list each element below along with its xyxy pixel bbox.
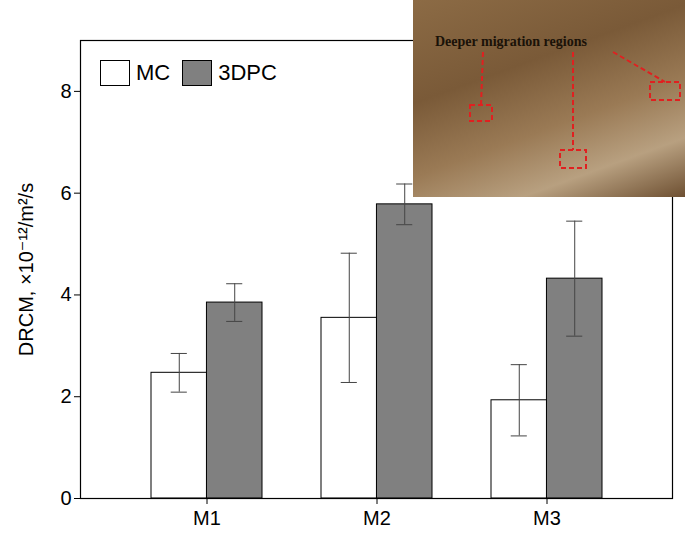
svg-text:M3: M3 (533, 507, 561, 529)
svg-text:2: 2 (60, 385, 71, 407)
html-text:Deeper migration regions: Deeper migration regions (435, 34, 587, 49)
svg-text:8: 8 (60, 80, 71, 102)
svg-text:M2: M2 (363, 507, 391, 529)
svg-text:6: 6 (60, 182, 71, 204)
svg-text:M1: M1 (193, 507, 221, 529)
html-text:MC: MC (136, 60, 171, 85)
html-text:3DPC: 3DPC (218, 60, 277, 85)
svg-text:DRCM, ×10⁻¹²/m²/s: DRCM, ×10⁻¹²/m²/s (15, 183, 37, 356)
svg-text:4: 4 (60, 283, 71, 305)
svg-text:0: 0 (60, 487, 71, 509)
